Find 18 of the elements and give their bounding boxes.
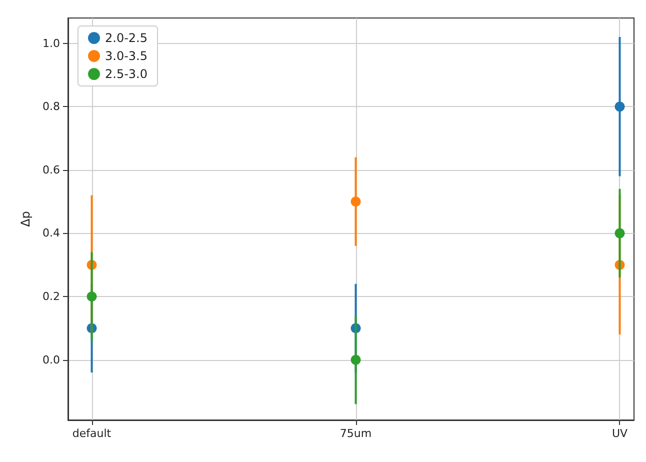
legend-label: 2.0-2.5 [105,31,148,45]
y-axis-title: Δp [18,211,33,227]
y-tick-label: 0.6 [42,163,60,176]
point [350,196,361,207]
y-tick-label: 0.4 [42,226,60,240]
legend-label: 3.0-3.5 [105,49,148,63]
legend-label: 2.5-3.0 [105,67,148,81]
y-tick-label: 0.2 [42,290,60,304]
point [614,228,625,238]
y-tick-label: 1.0 [42,36,60,50]
point [350,354,361,365]
y-tick-label: 0.8 [42,100,60,114]
point [86,292,97,302]
x-tick-label: UV [612,427,628,440]
x-tick-label: 75um [340,427,372,440]
point [614,102,625,112]
y-tick-label: 0.0 [42,353,60,366]
x-tick-label: default [72,427,112,440]
